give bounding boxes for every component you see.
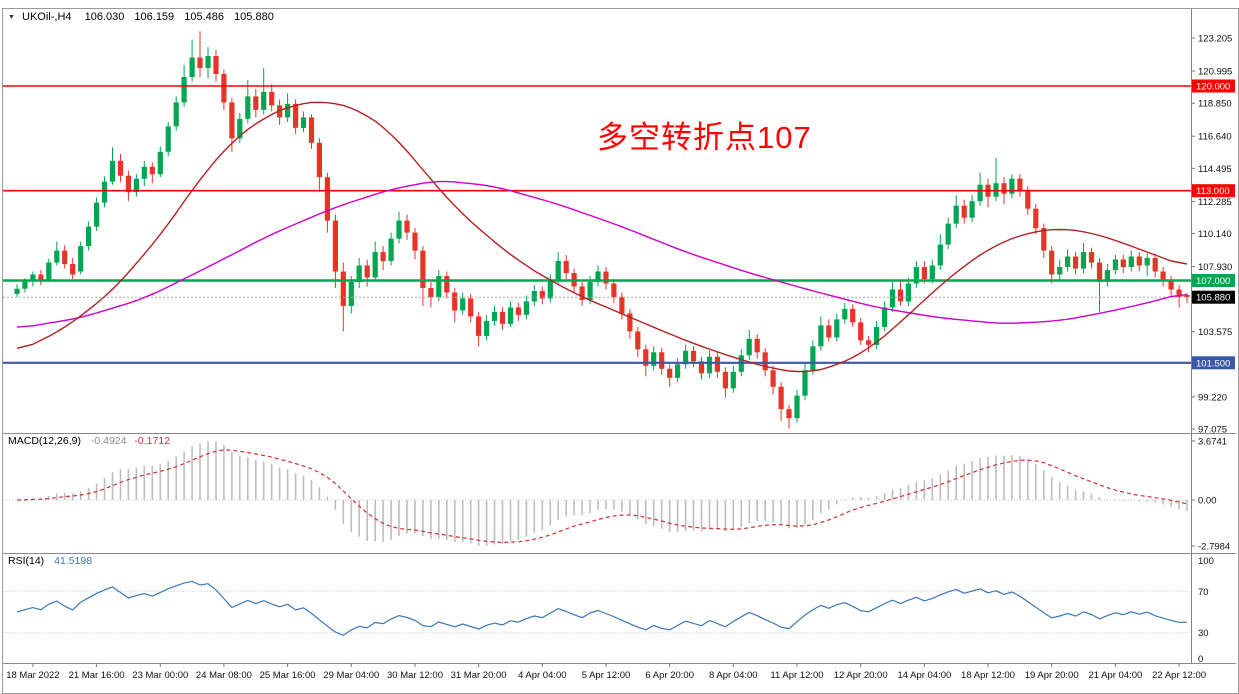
svg-text:3.6741: 3.6741 — [1198, 437, 1227, 448]
high-value: 106.159 — [134, 11, 175, 23]
chart-annotation: 多空转折点107 — [597, 120, 812, 155]
svg-text:29 Mar 04:00: 29 Mar 04:00 — [323, 670, 379, 681]
svg-text:14 Apr 04:00: 14 Apr 04:00 — [897, 670, 951, 681]
macd-indicator-label: MACD(12,26,9) -0.4924 -0.1712 — [8, 435, 170, 447]
svg-text:120.995: 120.995 — [1198, 67, 1232, 78]
svg-text:12 Apr 20:00: 12 Apr 20:00 — [834, 670, 888, 681]
price-panel — [3, 31, 1191, 429]
svg-text:8 Apr 04:00: 8 Apr 04:00 — [709, 670, 758, 681]
time-axis[interactable]: 18 Mar 2022 21 Mar 16:00 23 Mar 00:00 24 Ma… — [6, 663, 1206, 681]
rsi-indicator-label: RSI(14) 41.5198 — [8, 555, 92, 567]
price-level-label — [1192, 184, 1235, 198]
svg-text:22 Apr 12:00: 22 Apr 12:00 — [1152, 670, 1206, 681]
svg-text:100: 100 — [1198, 556, 1214, 567]
svg-text:105.880: 105.880 — [1196, 293, 1230, 304]
svg-text:30: 30 — [1198, 628, 1209, 639]
macd-title: MACD(12,26,9) — [8, 435, 81, 447]
svg-text:25 Mar 16:00: 25 Mar 16:00 — [260, 670, 316, 681]
svg-text:30 Mar 12:00: 30 Mar 12:00 — [387, 670, 443, 681]
macd-main-value: -0.4924 — [90, 435, 127, 447]
candles-layer — [14, 31, 1190, 429]
svg-text:19 Apr 20:00: 19 Apr 20:00 — [1025, 670, 1079, 681]
macd-signal-value: -0.1712 — [134, 435, 171, 447]
rsi-title: RSI(14) — [8, 555, 45, 567]
close-value: 105.880 — [234, 11, 274, 23]
svg-text:110.140: 110.140 — [1198, 229, 1232, 240]
panel-separators[interactable] — [3, 433, 1236, 664]
svg-text:-2.7984: -2.7984 — [1198, 542, 1230, 553]
svg-text:107.000: 107.000 — [1196, 276, 1230, 287]
symbol-label: UKOil-,H4 — [22, 11, 72, 23]
svg-text:70: 70 — [1198, 587, 1209, 598]
svg-text:103.575: 103.575 — [1198, 327, 1232, 338]
svg-text:118.850: 118.850 — [1198, 99, 1232, 110]
open-value: 106.030 — [84, 11, 125, 23]
svg-text:101.500: 101.500 — [1196, 358, 1230, 369]
chart-window[interactable]: 123.205 120.995 118.850 116.640 114.495 112.2… — [2, 8, 1239, 694]
svg-text:0.00: 0.00 — [1198, 496, 1217, 507]
svg-text:113.000: 113.000 — [1196, 186, 1230, 197]
svg-text:24 Mar 08:00: 24 Mar 08:00 — [196, 670, 252, 681]
svg-text:6 Apr 20:00: 6 Apr 20:00 — [645, 670, 694, 681]
svg-text:99.220: 99.220 — [1198, 392, 1227, 403]
svg-text:18 Mar 2022: 18 Mar 2022 — [6, 670, 59, 681]
svg-text:123.205: 123.205 — [1198, 34, 1232, 45]
rsi-line — [16, 580, 1187, 636]
macd-panel — [3, 441, 1191, 546]
low-value: 105.486 — [184, 11, 224, 23]
svg-text:31 Mar 20:00: 31 Mar 20:00 — [451, 670, 507, 681]
chart-title: ▼ UKOil-,H4 106.030 106.159 105.486 105.… — [8, 11, 281, 23]
macd-signal-line — [16, 449, 1188, 543]
svg-text:112.285: 112.285 — [1198, 197, 1232, 208]
collapse-icon[interactable]: ▼ — [8, 14, 15, 21]
rsi-value: 41.5198 — [54, 555, 93, 567]
svg-text:11 Apr 12:00: 11 Apr 12:00 — [770, 670, 823, 681]
svg-text:97.075: 97.075 — [1198, 425, 1227, 436]
price-level-label — [1192, 290, 1235, 304]
svg-text:23 Mar 00:00: 23 Mar 00:00 — [132, 670, 188, 681]
price-axis[interactable]: 123.205 120.995 118.850 116.640 114.495 112.2… — [1191, 9, 1236, 665]
svg-text:18 Apr 12:00: 18 Apr 12:00 — [961, 670, 1015, 681]
price-level-label — [1192, 79, 1235, 93]
svg-text:4 Apr 04:00: 4 Apr 04:00 — [518, 670, 567, 681]
price-level-label — [1192, 274, 1235, 287]
svg-text:5 Apr 12:00: 5 Apr 12:00 — [582, 670, 631, 681]
price-level-label — [1192, 356, 1235, 370]
ma-crimson-line — [16, 101, 1188, 373]
rsi-panel — [3, 580, 1191, 636]
svg-text:116.640: 116.640 — [1198, 132, 1232, 143]
svg-text:0: 0 — [1198, 654, 1203, 665]
ma-magenta-line — [16, 180, 1188, 328]
svg-text:120.000: 120.000 — [1196, 82, 1230, 93]
svg-text:114.495: 114.495 — [1198, 164, 1232, 175]
svg-text:107.930: 107.930 — [1198, 262, 1232, 273]
svg-text:21 Mar 16:00: 21 Mar 16:00 — [69, 670, 125, 681]
chart-canvas[interactable]: 123.205 120.995 118.850 116.640 114.495 112.2… — [3, 9, 1236, 691]
svg-text:21 Apr 04:00: 21 Apr 04:00 — [1088, 670, 1142, 681]
